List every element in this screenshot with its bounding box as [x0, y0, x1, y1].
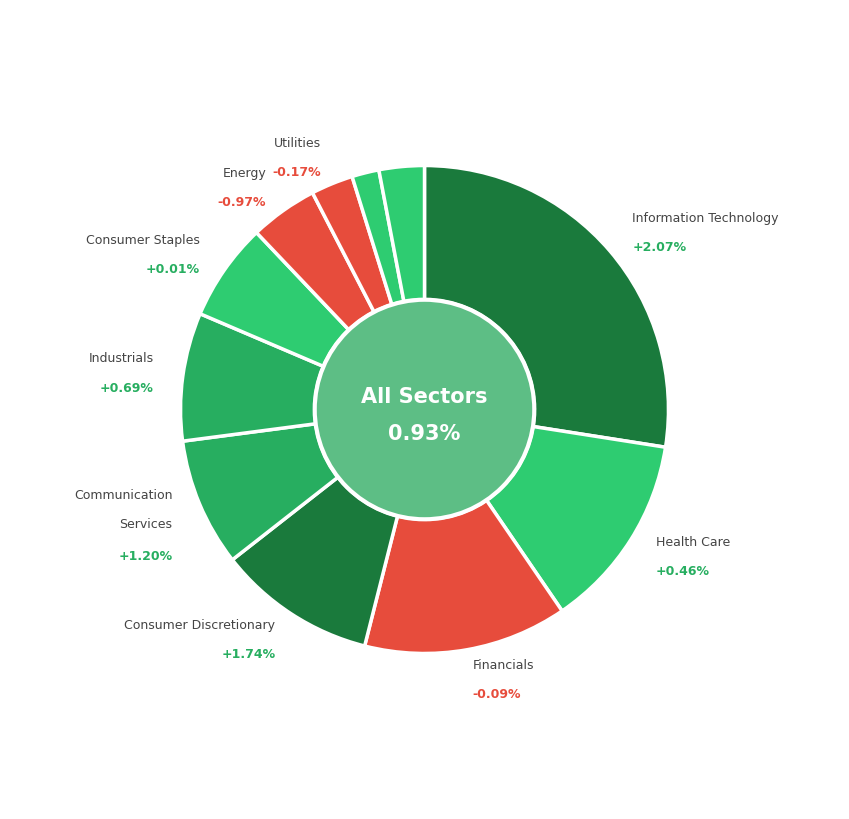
Text: +0.01%: +0.01%	[146, 263, 200, 276]
Wedge shape	[181, 314, 323, 441]
Text: 0.93%: 0.93%	[388, 424, 461, 444]
Text: -0.97%: -0.97%	[217, 197, 266, 209]
Text: Communication: Communication	[74, 489, 172, 502]
Wedge shape	[424, 165, 668, 447]
Text: Energy: Energy	[222, 167, 266, 180]
Text: +2.07%: +2.07%	[633, 242, 686, 254]
Text: +1.74%: +1.74%	[222, 648, 275, 661]
Wedge shape	[233, 477, 397, 646]
Text: Consumer Discretionary: Consumer Discretionary	[124, 618, 275, 631]
Text: -0.17%: -0.17%	[273, 166, 321, 179]
Text: Health Care: Health Care	[655, 536, 730, 549]
Text: Consumer Staples: Consumer Staples	[87, 233, 200, 247]
Wedge shape	[379, 165, 424, 301]
Wedge shape	[256, 192, 374, 330]
Wedge shape	[486, 427, 666, 611]
Text: Financials: Financials	[472, 658, 534, 672]
Text: Industrials: Industrials	[88, 352, 154, 365]
Wedge shape	[312, 177, 392, 312]
Circle shape	[315, 300, 534, 519]
Wedge shape	[183, 423, 338, 560]
Text: +0.69%: +0.69%	[100, 382, 154, 395]
Text: Utilities: Utilities	[273, 137, 321, 150]
Wedge shape	[364, 500, 562, 654]
Text: +0.46%: +0.46%	[655, 565, 710, 577]
Wedge shape	[200, 233, 349, 366]
Text: All Sectors: All Sectors	[362, 387, 487, 407]
Text: +1.20%: +1.20%	[118, 550, 172, 563]
Text: Information Technology: Information Technology	[633, 212, 779, 225]
Text: Services: Services	[120, 518, 172, 532]
Wedge shape	[352, 170, 404, 305]
Text: -0.09%: -0.09%	[472, 688, 520, 701]
